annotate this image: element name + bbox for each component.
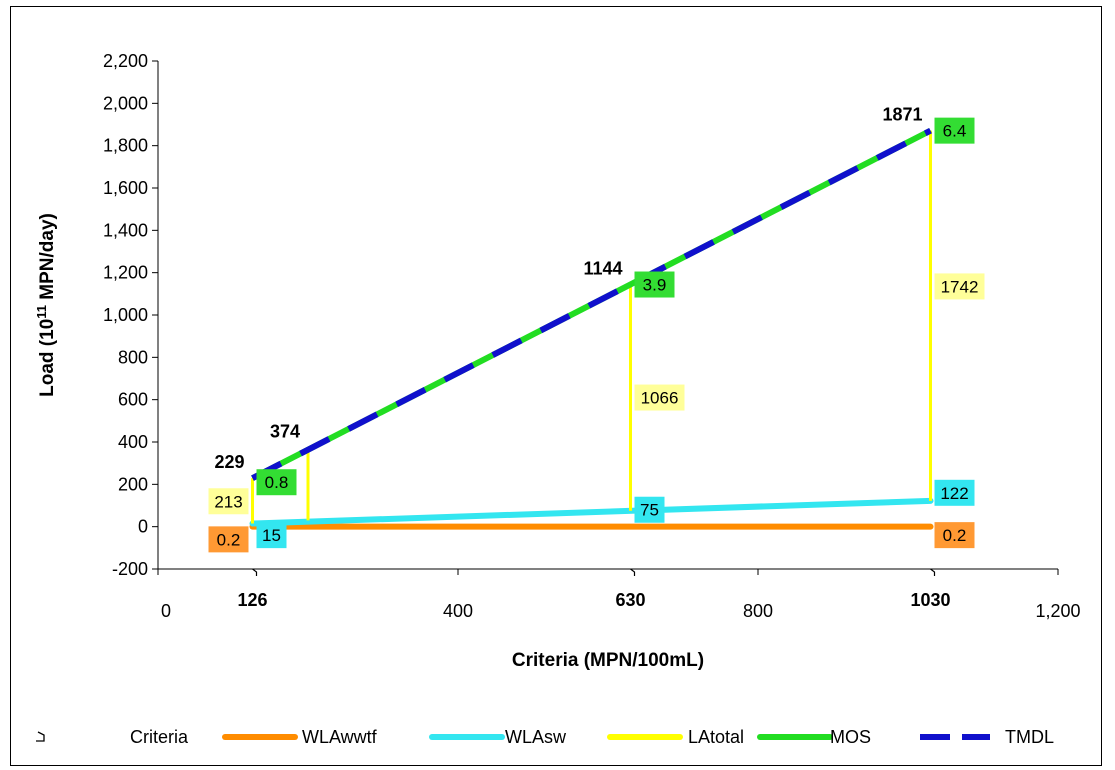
legend-swatch-criteria bbox=[36, 731, 45, 742]
data-label-wlawwtf: 0.2 bbox=[934, 522, 975, 549]
y-axis-title-sup: 11 bbox=[34, 305, 49, 319]
data-label-box bbox=[634, 496, 665, 523]
data-label-text: 0.2 bbox=[943, 526, 967, 545]
y-axis-title-main: Load (10 bbox=[37, 319, 58, 397]
y-tick-label: 200 bbox=[118, 474, 148, 494]
criteria-marker bbox=[930, 568, 936, 576]
y-tick-label: 1,200 bbox=[103, 263, 148, 283]
legend-label: LAtotal bbox=[688, 727, 744, 747]
data-label-text: 1742 bbox=[941, 277, 979, 296]
legend-item-wlawwtf: WLAwwtf bbox=[222, 727, 378, 747]
y-tick-label: 600 bbox=[118, 390, 148, 410]
data-label-text: 1066 bbox=[641, 389, 679, 408]
data-label-text: 213 bbox=[214, 492, 242, 511]
plot-area bbox=[249, 127, 934, 530]
y-axis-title: Load (1011 MPN/day) bbox=[34, 213, 58, 397]
data-label-latotal: 1742 bbox=[934, 273, 985, 300]
legend-item-tmdl: TMDL bbox=[920, 727, 1054, 747]
data-label-wlasw: 15 bbox=[256, 522, 287, 549]
criteria-marker-label: 126 bbox=[237, 590, 267, 610]
data-label-box bbox=[634, 384, 685, 411]
data-label-text: 122 bbox=[940, 484, 968, 503]
y-tick-label: 1,800 bbox=[103, 136, 148, 156]
y-tick-label: -200 bbox=[112, 559, 148, 579]
criteria-marker-label: 1030 bbox=[910, 590, 950, 610]
data-label-wlasw: 75 bbox=[634, 496, 665, 523]
data-label-mos: 0.8 bbox=[256, 469, 297, 496]
data-label-wlawwtf: 0.2 bbox=[208, 526, 249, 553]
axes: -200 0 200 400 600 800 1,000 1,200 1,400 1,600 1,8… bbox=[103, 51, 1081, 621]
criteria-marker bbox=[252, 568, 258, 576]
legend-label: Criteria bbox=[130, 727, 189, 747]
legend-label: MOS bbox=[830, 727, 871, 747]
data-label-wlasw: 122 bbox=[934, 479, 975, 506]
legend-item-wlasw: WLAsw bbox=[429, 727, 567, 747]
y-tick-label: 2,000 bbox=[103, 93, 148, 113]
data-label-box bbox=[208, 488, 249, 515]
data-label-box bbox=[208, 526, 249, 553]
tmdl-value-label: 229 bbox=[214, 452, 244, 472]
data-label-box bbox=[934, 479, 975, 506]
x-tick-label: 1,200 bbox=[1035, 601, 1080, 621]
data-label-mos: 3.9 bbox=[634, 271, 675, 298]
data-label-latotal: 213 bbox=[208, 488, 249, 515]
y-axis-title-tail: MPN/day) bbox=[37, 213, 58, 305]
data-label-latotal: 1066 bbox=[634, 384, 685, 411]
y-tick-label: 2,200 bbox=[103, 51, 148, 71]
y-tick-label: 1,600 bbox=[103, 178, 148, 198]
data-label-text: 0.2 bbox=[217, 530, 241, 549]
y-tick-label: 1,000 bbox=[103, 305, 148, 325]
legend-item-mos: MOS bbox=[757, 727, 871, 747]
tmdl-value-label: 1144 bbox=[583, 259, 622, 279]
data-label-box bbox=[934, 117, 975, 144]
data-label-text: 0.8 bbox=[265, 473, 289, 492]
data-label-box bbox=[934, 273, 985, 300]
tmdl-value-label: 1871 bbox=[882, 105, 922, 125]
criteria-marker-label: 630 bbox=[615, 590, 645, 610]
data-label-text: 15 bbox=[262, 526, 281, 545]
criteria-marker bbox=[630, 568, 636, 576]
x-tick-label: 800 bbox=[743, 601, 773, 621]
legend-label: WLAsw bbox=[505, 727, 567, 747]
y-tick-label: 400 bbox=[118, 432, 148, 452]
legend-item-latotal: LAtotal bbox=[607, 727, 744, 747]
y-tick-label: 0 bbox=[138, 517, 148, 537]
series-line-wlasw bbox=[249, 497, 934, 527]
legend: Criteria WLAwwtf WLAsw LAtotal MOS TMDL bbox=[36, 727, 1054, 747]
data-label-text: 3.9 bbox=[643, 276, 667, 295]
data-label-box bbox=[256, 469, 297, 496]
legend-label: WLAwwtf bbox=[302, 727, 378, 747]
x-tick-label: 0 bbox=[161, 601, 171, 621]
data-labels: 229 374 1144 1871 213 0.8 0.2 15 3.9 1066 75 6.4 174… bbox=[208, 105, 985, 553]
y-tick-label: 800 bbox=[118, 347, 148, 367]
data-label-box bbox=[256, 522, 287, 549]
data-label-box bbox=[634, 271, 675, 298]
y-tick-label: 1,400 bbox=[103, 220, 148, 240]
series-line-tmdl bbox=[251, 127, 932, 481]
legend-item-criteria: Criteria bbox=[36, 727, 189, 747]
x-axis-title: Criteria (MPN/100mL) bbox=[512, 650, 704, 671]
data-label-text: 6.4 bbox=[943, 122, 967, 141]
x-tick-label: 400 bbox=[443, 601, 473, 621]
legend-label: TMDL bbox=[1005, 727, 1054, 747]
tmdl-value-label: 374 bbox=[270, 422, 300, 442]
data-label-box bbox=[934, 522, 975, 549]
data-label-text: 75 bbox=[640, 501, 659, 520]
data-label-mos: 6.4 bbox=[934, 117, 975, 144]
